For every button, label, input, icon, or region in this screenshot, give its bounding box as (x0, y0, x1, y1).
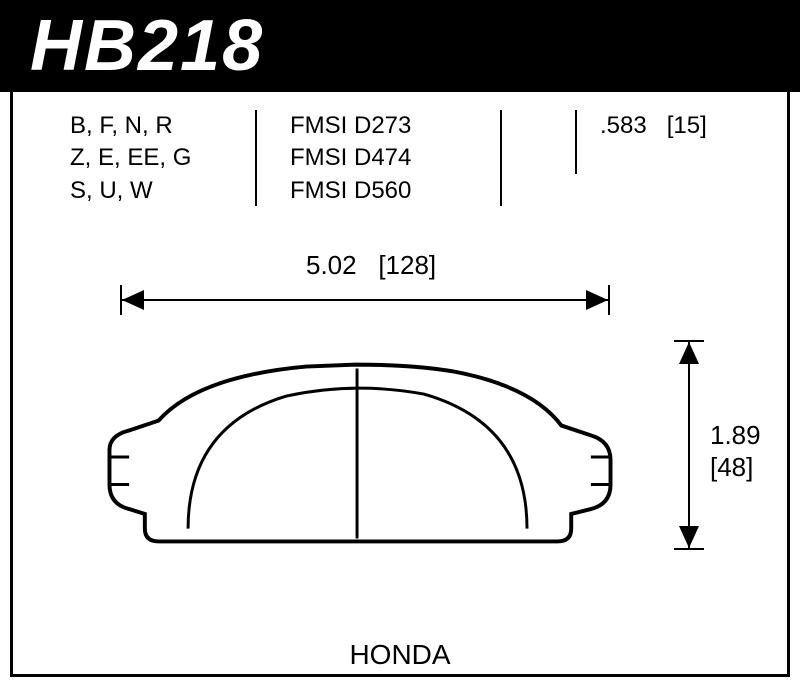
arrow-left-icon (122, 290, 144, 310)
fmsi-code: FMSI D474 (290, 142, 470, 174)
dim-line (120, 299, 610, 301)
brand-label: HONDA (0, 639, 800, 671)
width-dimension: 5.02 [128] (120, 280, 610, 320)
brake-pad-diagram (80, 340, 640, 570)
height-dimension: 1.89 [48] (660, 340, 780, 570)
width-label: 5.02 [128] (300, 250, 442, 281)
compounds-column: B, F, N, R Z, E, EE, G S, U, W (70, 110, 230, 207)
spec-info-row: B, F, N, R Z, E, EE, G S, U, W FMSI D273… (30, 110, 770, 210)
pad-notch-left (109, 457, 129, 485)
thickness-column: .583 [15] (600, 110, 760, 142)
compounds-line: S, U, W (70, 175, 230, 207)
thickness-mm: [15] (667, 112, 707, 139)
thickness-inches: .583 (600, 112, 647, 139)
arrow-up-icon (679, 342, 699, 364)
compounds-line: B, F, N, R (70, 110, 230, 142)
width-inches: 5.02 (306, 250, 357, 280)
column-divider (500, 110, 502, 206)
width-mm: [128] (378, 250, 436, 280)
fmsi-code: FMSI D273 (290, 110, 470, 142)
fmsi-column: FMSI D273 FMSI D474 FMSI D560 (290, 110, 470, 207)
height-inches: 1.89 (710, 420, 761, 451)
height-mm: [48] (710, 452, 753, 483)
dim-line (688, 340, 690, 550)
pad-outline (109, 365, 610, 542)
pad-notch-right (591, 457, 611, 485)
fmsi-code: FMSI D560 (290, 175, 470, 207)
part-number: HB218 (30, 5, 264, 87)
arrow-down-icon (679, 526, 699, 548)
header-bar: HB218 (0, 0, 800, 92)
column-divider (255, 110, 257, 206)
arrow-right-icon (586, 290, 608, 310)
column-divider (575, 110, 577, 174)
compounds-line: Z, E, EE, G (70, 142, 230, 174)
